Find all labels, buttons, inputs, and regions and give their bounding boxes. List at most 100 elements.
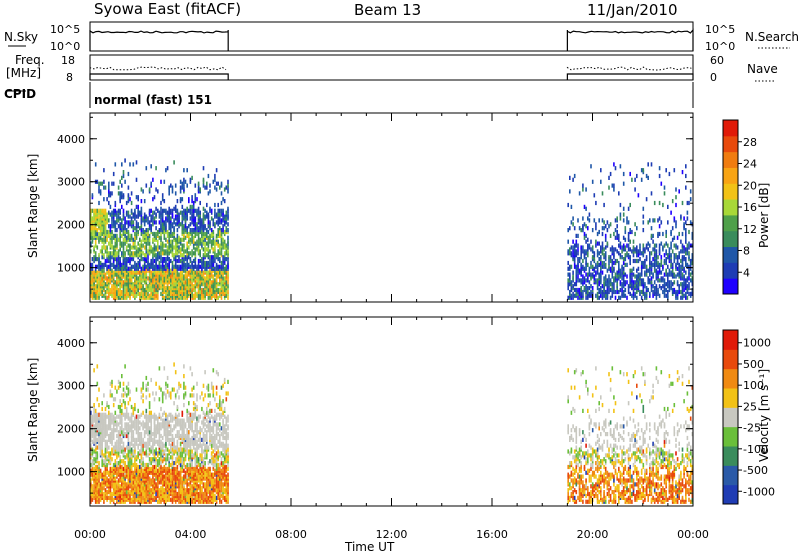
power-cell-1383 xyxy=(165,222,167,227)
power-cell-562 xyxy=(119,284,121,289)
power-cell-2781 xyxy=(596,282,599,287)
power-cell-3312 xyxy=(657,287,659,293)
power-cell-2098 xyxy=(204,276,206,281)
velocity-cell-242 xyxy=(101,472,103,477)
power-cell-2627 xyxy=(578,268,581,273)
velocity-cell-729 xyxy=(127,484,130,489)
velocity-cell-1052 xyxy=(143,451,146,456)
power-cell-3201 xyxy=(644,291,646,296)
velocity-cell-219 xyxy=(99,435,102,441)
power-cell-3216 xyxy=(645,286,648,291)
velocity-cell-968 xyxy=(139,414,141,419)
power-cell-2590 xyxy=(575,282,578,287)
velocity-cell-996 xyxy=(140,432,143,437)
power-cell-592 xyxy=(119,179,121,184)
power-cell-140 xyxy=(96,257,99,262)
velocity-cell-845 xyxy=(132,435,135,441)
power-cell-2715 xyxy=(587,216,589,221)
velocity-cell-560 xyxy=(117,430,120,435)
power-cell-1009 xyxy=(143,262,146,267)
power-cell-2045 xyxy=(201,257,203,262)
velocity-cell-375 xyxy=(108,426,110,431)
power-cell-880 xyxy=(135,245,138,250)
velocity-cell-1243 xyxy=(153,397,156,402)
power-cell-3121 xyxy=(634,247,636,252)
power-cell-2686 xyxy=(585,284,587,289)
velocity-cell-1209 xyxy=(152,432,154,437)
velocity-cell-218 xyxy=(99,439,102,444)
power-cell-1181 xyxy=(153,243,156,248)
power-cell-647 xyxy=(122,224,125,229)
power-cell-138 xyxy=(96,270,99,275)
power-cell-2880 xyxy=(606,268,609,273)
velocity-cell-302 xyxy=(104,472,107,477)
power-cell-2790 xyxy=(596,231,599,237)
power-cell-2236 xyxy=(212,284,215,289)
power-cell-1621 xyxy=(178,245,180,250)
velocity-cell-136 xyxy=(96,486,99,491)
power-cell-2854 xyxy=(603,220,605,225)
power-cell-1457 xyxy=(170,286,172,291)
velocity-cell-787 xyxy=(129,416,131,421)
power-cell-1412 xyxy=(166,229,169,235)
power-cell-1905 xyxy=(192,204,195,209)
velocity-cell-902 xyxy=(135,437,138,442)
power-cell-2293 xyxy=(215,287,218,293)
power-cell-1527 xyxy=(173,253,175,258)
velocity-cell-1294 xyxy=(157,416,159,421)
power-cell-2608 xyxy=(577,274,579,279)
power-cell-2593 xyxy=(575,274,578,279)
velocity-cell-291 xyxy=(103,416,105,421)
velocity-cell-141 xyxy=(96,474,99,479)
power-cell-3093 xyxy=(631,274,633,279)
power-cell-181 xyxy=(98,218,100,223)
velocity-cell-687 xyxy=(124,447,126,452)
power-cell-3580 xyxy=(686,262,689,267)
power-cell-2216 xyxy=(210,266,213,271)
velocity-cell-149 xyxy=(96,451,99,456)
power-cell-2733 xyxy=(590,272,592,277)
power-cell-2646 xyxy=(580,251,582,256)
power-cell-1834 xyxy=(189,257,192,262)
power-cell-399 xyxy=(109,204,112,209)
power-cell-1480 xyxy=(170,183,172,188)
power-cell-412 xyxy=(111,268,113,273)
velocity-cell-1207 xyxy=(152,441,154,446)
power-cell-3407 xyxy=(668,272,671,277)
velocity-cell-1119 xyxy=(147,432,149,437)
cpid-label: CPID xyxy=(4,87,36,101)
power-cell-882 xyxy=(135,233,138,238)
power-cell-451 xyxy=(112,245,115,250)
velocity-cell-924 xyxy=(137,468,139,473)
power-cell-2615 xyxy=(577,257,579,262)
velocity-cell-839 xyxy=(132,462,135,468)
power-cell-2664 xyxy=(582,224,584,229)
velocity-cell-862 xyxy=(134,480,136,485)
velocity-cell-663 xyxy=(122,393,125,398)
power-cell-2453 xyxy=(225,293,228,298)
power-cell-3047 xyxy=(624,226,627,231)
velocity-cell-20 xyxy=(90,437,92,442)
power-cell-774 xyxy=(129,220,131,225)
velocity-cell-64 xyxy=(93,488,95,493)
power-cell-3609 xyxy=(689,258,692,264)
power-cell-3440 xyxy=(671,249,674,254)
power-cell-3623 xyxy=(691,253,694,258)
power-cell-1933 xyxy=(194,216,197,221)
velocity-cell-760 xyxy=(127,381,130,386)
power-cell-2555 xyxy=(572,295,574,300)
velocity-cell-584 xyxy=(119,447,121,452)
power-cell-2309 xyxy=(215,233,218,238)
velocity-cell-572 xyxy=(119,488,121,493)
power-cell-1956 xyxy=(196,228,198,233)
velocity-cell-1210 xyxy=(152,414,154,419)
power-cell-3402 xyxy=(667,220,669,225)
power-cell-2709 xyxy=(587,253,589,258)
velocity-cell-349 xyxy=(106,439,108,444)
power-cell-805 xyxy=(130,200,133,206)
velocity-cell-591 xyxy=(119,426,121,431)
power-cell-1158 xyxy=(152,218,154,223)
power-cell-2940 xyxy=(613,231,615,237)
power-cell-2822 xyxy=(600,245,602,250)
power-cell-2840 xyxy=(603,293,605,298)
